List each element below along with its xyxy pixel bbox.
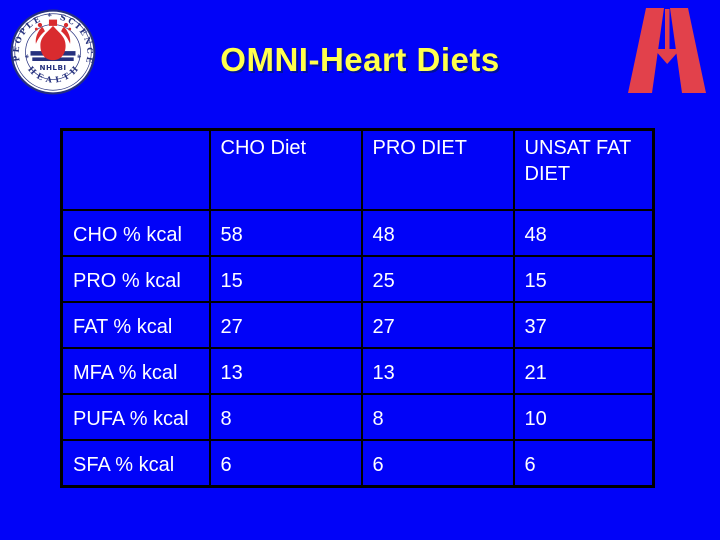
cell-value: 6 (512, 439, 655, 488)
header-pro-diet: PRO DIET (360, 128, 515, 211)
row-label: PRO % kcal (60, 255, 211, 303)
red-arrow-emblem-icon (628, 8, 706, 94)
row-label: FAT % kcal (60, 301, 211, 349)
cell-value: 13 (208, 347, 363, 395)
table-row: CHO % kcal 58 48 48 (60, 209, 655, 257)
seal-heart-icon (34, 19, 72, 61)
row-label: CHO % kcal (60, 209, 211, 257)
table-header-row: CHO Diet PRO DIET UNSAT FAT DIET (60, 128, 655, 211)
header-empty (60, 128, 211, 211)
cell-value: 15 (208, 255, 363, 303)
row-label: PUFA % kcal (60, 393, 211, 441)
page-title: OMNI-Heart Diets (220, 41, 500, 78)
cell-value: 21 (512, 347, 655, 395)
cell-value: 13 (360, 347, 515, 395)
nhlbi-logo: PEOPLE * SCIENCE * HEALTH * NHLBI (8, 7, 98, 97)
cell-value: 8 (208, 393, 363, 441)
cell-value: 10 (512, 393, 655, 441)
table-row: PRO % kcal 15 25 15 (60, 255, 655, 303)
table-row: PUFA % kcal 8 8 10 (60, 393, 655, 441)
cell-value: 48 (512, 209, 655, 257)
row-label: MFA % kcal (60, 347, 211, 395)
cell-value: 27 (208, 301, 363, 349)
header-cho-diet: CHO Diet (208, 128, 363, 211)
cell-value: 48 (360, 209, 515, 257)
cell-value: 6 (360, 439, 515, 488)
cell-value: 58 (208, 209, 363, 257)
diet-table: CHO Diet PRO DIET UNSAT FAT DIET CHO % k… (60, 128, 655, 488)
cell-value: 6 (208, 439, 363, 488)
table-row: FAT % kcal 27 27 37 (60, 301, 655, 349)
header-unsat-fat-diet: UNSAT FAT DIET (512, 128, 655, 211)
cell-value: 8 (360, 393, 515, 441)
cell-value: 37 (512, 301, 655, 349)
row-label: SFA % kcal (60, 439, 211, 488)
seal-center-text: NHLBI (39, 63, 66, 72)
table-row: SFA % kcal 6 6 6 (60, 439, 655, 488)
table-row: MFA % kcal 13 13 21 (60, 347, 655, 395)
cell-value: 25 (360, 255, 515, 303)
cell-value: 15 (512, 255, 655, 303)
cell-value: 27 (360, 301, 515, 349)
nhlbi-seal-icon: PEOPLE * SCIENCE * HEALTH * NHLBI (10, 9, 96, 95)
